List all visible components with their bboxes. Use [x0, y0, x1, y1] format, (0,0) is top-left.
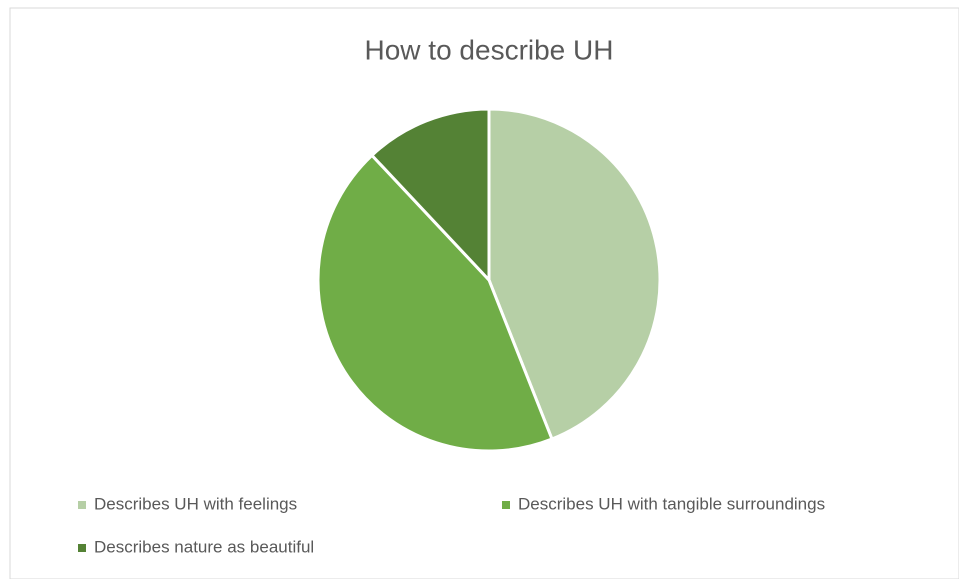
legend-swatch — [502, 501, 510, 509]
pie-slice — [487, 107, 662, 441]
pie-slice — [316, 153, 554, 453]
chart-title: How to describe UH — [365, 34, 614, 65]
legend-swatch — [78, 501, 86, 509]
legend-label: Describes UH with feelings — [94, 494, 297, 513]
legend-label: Describes nature as beautiful — [94, 537, 314, 556]
pie-slice — [369, 107, 491, 284]
legend-label: Describes UH with tangible surroundings — [518, 494, 825, 513]
legend-swatch — [78, 544, 86, 552]
